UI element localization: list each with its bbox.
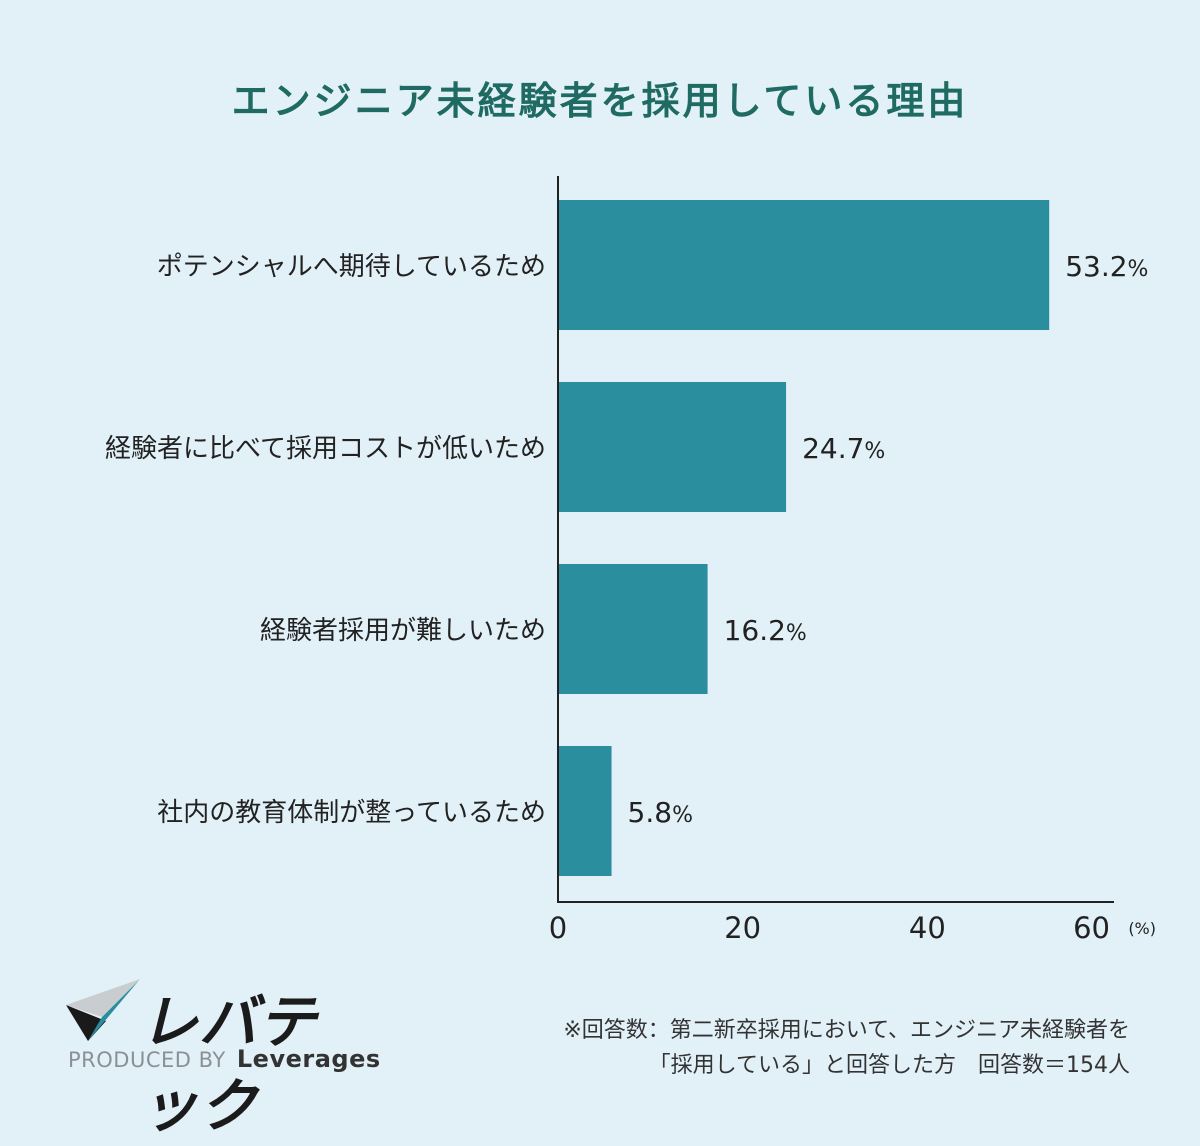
value-label-1: 53.2% (1065, 250, 1148, 283)
chart-title: エンジニア未経験者を採用している理由 (231, 79, 969, 123)
logo-wordmark: レバテック (140, 988, 318, 1140)
x-axis-unit: (%) (1128, 919, 1156, 938)
bar-2 (558, 382, 787, 512)
category-label-1: ポテンシャルへ期待しているため (157, 252, 546, 282)
category-label-2: 経験者に比べて採用コストが低いため (105, 434, 546, 464)
logo-mark-icon (66, 979, 140, 1041)
x-tick-label-20: 20 (724, 911, 761, 945)
bar-3 (558, 564, 708, 694)
bar-1 (558, 200, 1050, 330)
category-label-3: 経験者採用が難しいため (260, 616, 546, 646)
produced-by-line: PRODUCED BY Leverages (68, 1045, 381, 1073)
value-label-3: 16.2% (724, 614, 807, 647)
bar-chart: ポテンシャルへ期待しているため 53.2% 経験者に比べて採用コストが低いため 24.… (105, 176, 1156, 945)
note-line-2: 「採用している」と回答した方 回答数＝154人 (648, 1053, 1130, 1078)
x-tick-label-40: 40 (909, 911, 946, 945)
category-label-4: 社内の教育体制が整っているため (157, 798, 546, 828)
x-tick-label-0: 0 (549, 911, 567, 945)
value-label-2: 24.7% (802, 432, 885, 465)
brand-name: Leverages (236, 1045, 381, 1073)
x-tick-label-60: 60 (1073, 911, 1110, 945)
note-line-1: ※回答数：第二新卒採用において、エンジニア未経験者を (563, 1018, 1130, 1043)
bar-4 (558, 746, 612, 876)
produced-by-label: PRODUCED BY (68, 1048, 226, 1072)
levtech-logo: レバテック PRODUCED BY Leverages (64, 975, 380, 1140)
value-label-4: 5.8% (628, 796, 693, 829)
survey-note: ※回答数：第二新卒採用において、エンジニア未経験者を 「採用している」と回答した… (563, 1013, 1130, 1083)
